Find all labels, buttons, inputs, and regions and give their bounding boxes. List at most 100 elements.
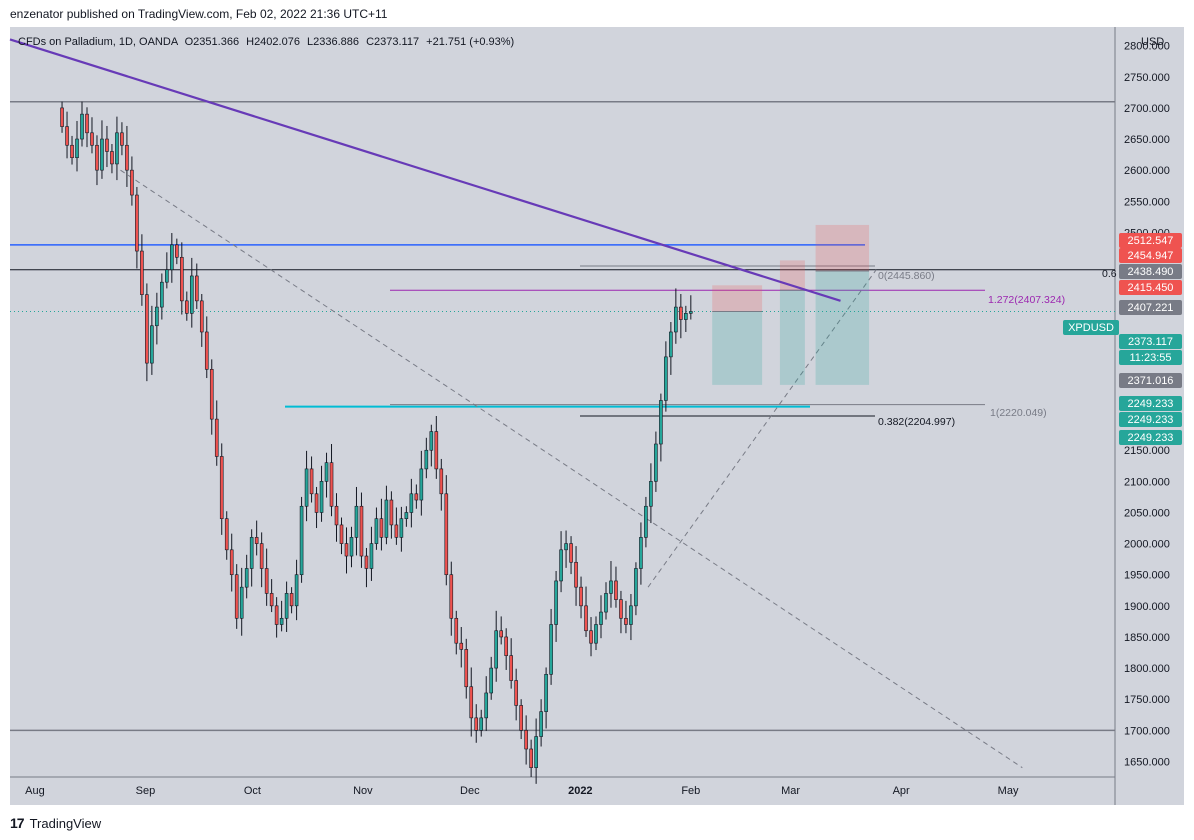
- currency-label: USD: [1141, 36, 1164, 48]
- tradingview-logo-icon: 17: [10, 815, 25, 831]
- candle-body: [85, 113, 89, 134]
- price-tick-label: 1750.000: [1124, 694, 1170, 706]
- time-tick-label: Feb: [681, 785, 700, 797]
- price-axis-label-bg: [1119, 280, 1182, 295]
- candle-body: [160, 281, 164, 308]
- price-axis-label: 2454.947: [1128, 250, 1174, 262]
- candle-body: [100, 138, 104, 171]
- candle-body: [125, 144, 129, 171]
- candle-body: [189, 275, 194, 314]
- candle-body: [674, 306, 678, 333]
- candle-body: [484, 692, 489, 719]
- candle-body: [194, 275, 199, 302]
- candle-body: [689, 311, 693, 314]
- candle-body: [199, 300, 204, 333]
- candle-body: [115, 132, 119, 165]
- plot-background: [10, 27, 1115, 777]
- price-tick-label: 1850.000: [1124, 632, 1170, 644]
- price-axis-label: 2371.016: [1128, 375, 1174, 387]
- price-tick-label: 2150.000: [1124, 445, 1170, 457]
- price-axis-label: 2249.233: [1128, 398, 1174, 410]
- footer: 17 TradingView: [10, 815, 101, 831]
- price-axis-label: 2249.233: [1128, 432, 1174, 444]
- candle-body: [135, 194, 139, 252]
- candle-body: [145, 294, 149, 364]
- trendline-descending: [9, 38, 841, 302]
- candle-body: [80, 113, 84, 140]
- price-tick-label: 1800.000: [1124, 663, 1170, 675]
- candle-body: [244, 568, 249, 588]
- candle-body: [539, 711, 543, 737]
- time-tick-label: Apr: [893, 785, 910, 797]
- candle-body: [669, 331, 673, 358]
- dashed-trendlines: [120, 169, 1023, 769]
- dashed-line-up: [647, 269, 877, 588]
- fib-1-label: 1(2220.049): [990, 407, 1047, 419]
- time-tick-label: 2022: [568, 785, 592, 797]
- fib-annotations: 0(2445.860) 1.272(2407.324) 1(2220.049) …: [878, 268, 1117, 428]
- price-tick-label: 1650.000: [1124, 756, 1170, 768]
- candle-body: [634, 568, 638, 607]
- candle-body: [599, 611, 603, 625]
- candle-body: [464, 649, 469, 688]
- candle-body: [589, 630, 593, 644]
- position-target-zone-2: [779, 290, 805, 385]
- trendline[interactable]: [9, 38, 841, 302]
- candle-body: [489, 667, 494, 694]
- position-stop-zone-1: [712, 285, 763, 312]
- position-target-zone-3: [815, 270, 870, 385]
- candle-body: [319, 481, 324, 513]
- candle-body: [554, 580, 558, 625]
- candle-body: [90, 132, 94, 146]
- position-tools[interactable]: [712, 224, 870, 385]
- price-tick-label: 2700.000: [1124, 103, 1170, 115]
- candle-body: [224, 518, 229, 551]
- price-axis-label-bg: [1119, 373, 1182, 388]
- candle-body: [294, 574, 299, 607]
- position-target-zone-1: [712, 311, 763, 385]
- candle-body: [424, 449, 429, 470]
- price-axis-label: 2438.490: [1128, 266, 1174, 278]
- price-tick-label: 2800.000: [1124, 41, 1170, 53]
- fib-1272-label: 1.272(2407.324): [988, 294, 1065, 306]
- time-tick-label: Dec: [460, 785, 480, 797]
- candle-body: [269, 593, 274, 607]
- dashed-line-down: [120, 169, 1023, 769]
- candle-body: [594, 624, 598, 644]
- candle-body: [509, 655, 513, 681]
- price-tick-label: 1950.000: [1124, 570, 1170, 582]
- price-axis-label-bg: [1119, 233, 1182, 248]
- time-axis-background: [10, 777, 1115, 805]
- candle-body: [254, 537, 259, 544]
- price-axis-label: XPDUSD: [1068, 322, 1114, 334]
- candle-body: [414, 493, 419, 501]
- svg-text:CFDs on Palladium, 1D, OANDA: CFDs on Palladium, 1D, OANDA O2351.366 H…: [18, 36, 514, 48]
- candle-body: [204, 331, 209, 370]
- candle-body: [444, 493, 449, 576]
- price-axis-label: 2407.221: [1128, 302, 1174, 314]
- candle-body: [494, 630, 498, 669]
- price-tick-label: 2100.000: [1124, 476, 1170, 488]
- candle-body: [170, 244, 174, 271]
- candle-body: [419, 468, 424, 501]
- chart-frame[interactable]: 0(2445.860) 1.272(2407.324) 1(2220.049) …: [0, 27, 1194, 805]
- candle-body: [324, 462, 329, 482]
- candle-body: [309, 468, 314, 495]
- time-tick-label: Sep: [136, 785, 156, 797]
- candle-body: [389, 499, 394, 526]
- candle-body: [639, 537, 643, 569]
- candle-body: [334, 505, 339, 526]
- candle-body: [679, 306, 683, 320]
- candle-body: [165, 269, 169, 283]
- candle-body: [569, 543, 573, 563]
- candle-body: [609, 580, 613, 594]
- fib-0-label: 0(2445.860): [878, 270, 935, 282]
- candle-body: [644, 505, 648, 538]
- candle-body: [284, 593, 289, 619]
- price-axis-label-bg: [1119, 334, 1182, 349]
- price-chart[interactable]: 0(2445.860) 1.272(2407.324) 1(2220.049) …: [0, 27, 1194, 805]
- candle-body: [95, 144, 99, 171]
- candle-body: [659, 400, 663, 445]
- candle-body: [404, 512, 409, 520]
- candle-body: [619, 599, 623, 619]
